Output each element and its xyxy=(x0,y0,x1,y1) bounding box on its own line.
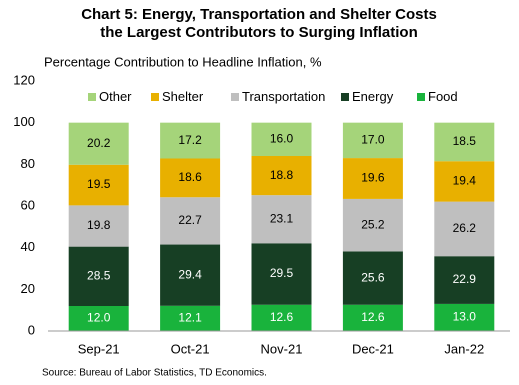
x-tick-label: Oct-21 xyxy=(171,341,210,356)
value-label: 12.6 xyxy=(270,310,294,324)
x-tick-label: Nov-21 xyxy=(261,341,303,356)
value-label: 20.2 xyxy=(87,136,111,150)
bar-segment xyxy=(160,122,221,159)
bar-segment xyxy=(160,197,221,245)
bar-segment xyxy=(251,195,312,244)
bar-segment xyxy=(342,158,403,199)
bar-segment xyxy=(342,304,403,331)
y-tick-label: 0 xyxy=(28,322,35,337)
bar-segment xyxy=(160,305,221,331)
value-label: 17.0 xyxy=(361,133,385,147)
bar-segment xyxy=(251,156,312,196)
bar-segment xyxy=(68,306,129,331)
value-label: 26.2 xyxy=(453,221,477,235)
y-tick-label: 80 xyxy=(21,156,35,171)
value-label: 18.8 xyxy=(270,168,294,182)
bar-segment xyxy=(342,122,403,159)
x-tick-label: Sep-21 xyxy=(78,341,120,356)
y-axis-label: Percentage Contribution to Headline Infl… xyxy=(44,54,322,69)
legend-swatch xyxy=(88,93,96,101)
legend-swatch xyxy=(341,93,349,101)
y-tick-label: 100 xyxy=(13,114,35,129)
legend-label: Transportation xyxy=(242,89,325,104)
value-label: 19.8 xyxy=(87,218,111,232)
value-label: 22.7 xyxy=(178,213,202,227)
chart-title: the Largest Contributors to Surging Infl… xyxy=(100,24,417,41)
bar-segment xyxy=(342,251,403,305)
value-label: 28.5 xyxy=(87,268,111,282)
value-label: 12.0 xyxy=(87,311,111,325)
value-label: 25.6 xyxy=(361,270,385,284)
bar-segment xyxy=(251,243,312,305)
legend-swatch xyxy=(151,93,159,101)
x-tick-label: Jan-22 xyxy=(444,341,484,356)
value-label: 19.6 xyxy=(361,171,385,185)
bar-segment xyxy=(68,205,129,247)
value-label: 12.1 xyxy=(178,311,202,325)
y-tick-label: 120 xyxy=(13,72,35,87)
bar-segment xyxy=(342,198,403,252)
value-label: 29.4 xyxy=(178,267,202,281)
y-tick-label: 40 xyxy=(21,239,35,254)
bar-segment xyxy=(434,201,495,257)
y-tick-label: 20 xyxy=(21,281,35,296)
legend-swatch xyxy=(231,93,239,101)
bar-segment xyxy=(68,246,129,306)
legend-label: Other xyxy=(99,89,132,104)
x-tick-label: Dec-21 xyxy=(352,341,394,356)
value-label: 29.5 xyxy=(270,266,294,280)
value-label: 18.6 xyxy=(178,170,202,184)
legend-label: Shelter xyxy=(162,89,204,104)
value-label: 13.0 xyxy=(453,310,477,324)
bar-segment xyxy=(251,304,312,331)
value-label: 17.2 xyxy=(178,133,202,147)
value-label: 16.0 xyxy=(270,132,294,146)
bar-segment xyxy=(160,158,221,198)
value-label: 22.9 xyxy=(453,272,477,286)
bar-segment xyxy=(434,161,495,202)
value-label: 18.5 xyxy=(453,134,477,148)
bar-segment xyxy=(434,256,495,304)
source-note: Source: Bureau of Labor Statistics, TD E… xyxy=(42,368,267,379)
chart-title: Chart 5: Energy, Transportation and Shel… xyxy=(81,6,437,23)
bar-segment xyxy=(68,164,129,206)
value-label: 19.4 xyxy=(453,174,477,188)
bar-segment xyxy=(68,122,129,165)
bar-segment xyxy=(160,244,221,306)
bar-segment xyxy=(434,122,495,162)
value-label: 25.2 xyxy=(361,217,385,231)
bar-segment xyxy=(434,303,495,331)
y-tick-label: 60 xyxy=(21,197,35,212)
bar-segment xyxy=(251,122,312,156)
value-label: 19.5 xyxy=(87,177,111,191)
legend-label: Energy xyxy=(352,89,394,104)
legend-label: Food xyxy=(428,89,458,104)
value-label: 12.6 xyxy=(361,310,385,324)
legend-swatch xyxy=(417,93,425,101)
value-label: 23.1 xyxy=(270,211,294,225)
